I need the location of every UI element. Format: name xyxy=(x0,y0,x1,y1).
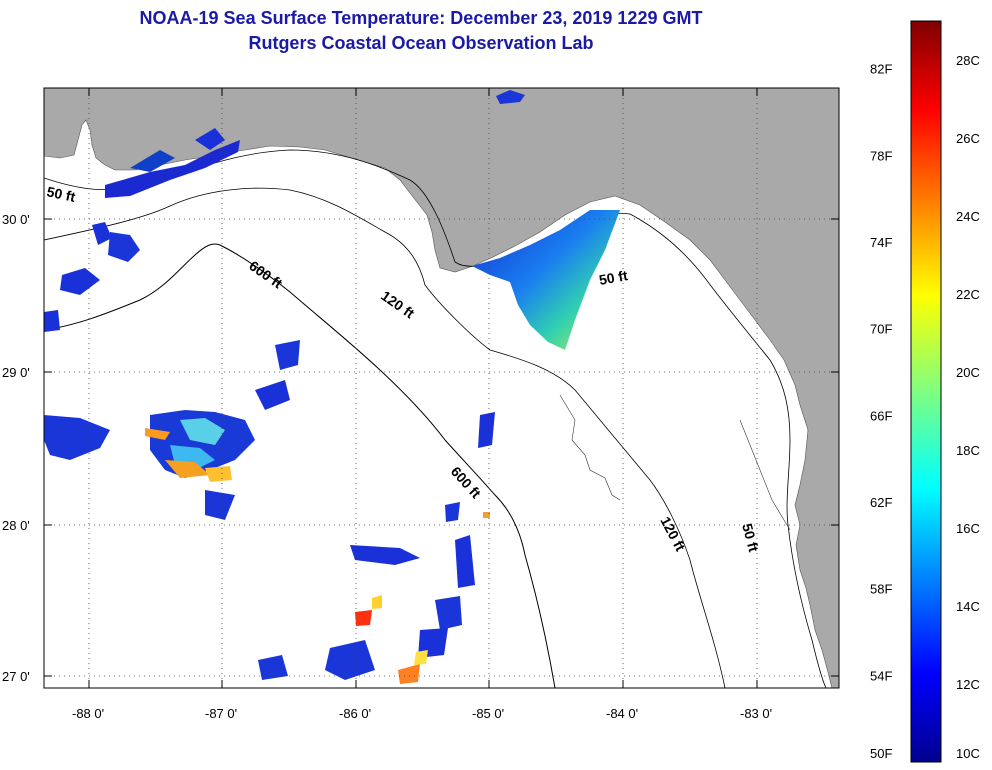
colorbar-c-label: 24C xyxy=(956,209,980,224)
colorbar-c-label: 18C xyxy=(956,443,980,458)
land-mass xyxy=(44,88,839,688)
colorbar-c-label: 22C xyxy=(956,287,980,302)
colorbar-f-label: 78F xyxy=(870,148,892,163)
colorbar xyxy=(910,20,942,763)
lon-label: -88 0' xyxy=(72,706,104,721)
axis-ticks xyxy=(44,88,839,688)
colorbar-f-label: 74F xyxy=(870,235,892,250)
lat-label: 29 0' xyxy=(2,365,30,380)
colorbar-f-label: 82F xyxy=(870,62,892,77)
colorbar-c-label: 28C xyxy=(956,53,980,68)
colorbar-f-label: 70F xyxy=(870,322,892,337)
map-frame xyxy=(43,87,840,689)
graticule xyxy=(44,88,839,688)
colorbar-c-label: 16C xyxy=(956,521,980,536)
colorbar-f-labels: 82F 78F 74F 70F 66F 62F 58F 54F 50F xyxy=(870,62,892,761)
lat-label: 28 0' xyxy=(2,518,30,533)
colorbar-f-label: 62F xyxy=(870,495,892,510)
contour-120ft xyxy=(44,187,726,688)
colorbar-c-label: 26C xyxy=(956,131,980,146)
map-title: NOAA-19 Sea Surface Temperature: Decembe… xyxy=(139,8,703,28)
contour-label: 50 ft xyxy=(598,267,629,288)
colorbar-f-label: 58F xyxy=(870,582,892,597)
lon-label: -84 0' xyxy=(606,706,638,721)
sst-patches xyxy=(44,90,620,684)
colorbar-f-label: 50F xyxy=(870,746,892,761)
colorbar-c-label: 10C xyxy=(956,746,980,761)
lat-label: 27 0' xyxy=(2,669,30,684)
coast-detail xyxy=(559,394,791,531)
lon-label: -83 0' xyxy=(740,706,772,721)
lat-label: 30 0' xyxy=(2,212,30,227)
map-subtitle: Rutgers Coastal Ocean Observation Lab xyxy=(248,33,594,53)
contour-label: 50 ft xyxy=(739,522,762,554)
contour-label: 50 ft xyxy=(45,183,77,205)
colorbar-c-label: 14C xyxy=(956,599,980,614)
lon-label: -87 0' xyxy=(205,706,237,721)
colorbar-c-label: 20C xyxy=(956,365,980,380)
colorbar-f-label: 54F xyxy=(870,668,892,683)
colorbar-c-label: 12C xyxy=(956,677,980,692)
colorbar-c-labels: 28C 26C 24C 22C 20C 18C 16C 14C 12C 10C xyxy=(956,53,980,761)
contour-600ft xyxy=(44,243,556,688)
lon-label: -86 0' xyxy=(339,706,371,721)
lon-label: -85 0' xyxy=(472,706,504,721)
colorbar-f-label: 66F xyxy=(870,408,892,423)
